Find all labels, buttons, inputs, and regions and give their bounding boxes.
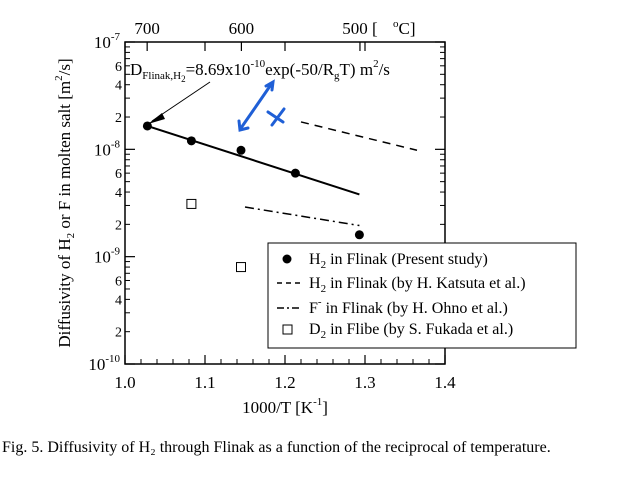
y-minor-label: 6 <box>115 167 122 182</box>
legend-label-present-study: H2 in Flinak (Present study) <box>309 251 488 271</box>
annotation-arrow-head <box>148 113 165 124</box>
figure-caption: Fig. 5. Diffusivity of H₂ through Flinak… <box>2 439 551 456</box>
top-axis-tick-label: 500 [ <box>342 19 378 38</box>
y-minor-label: 2 <box>115 218 122 233</box>
x-axis-title: 1000/T [K-1] <box>242 396 328 417</box>
y-minor-label: 2 <box>115 111 122 126</box>
ohno-line <box>244 206 360 227</box>
top-axis-tick-label: 600 <box>229 19 255 38</box>
katsuta-line <box>300 121 418 152</box>
present-study-point <box>354 230 364 240</box>
y-decade-label: 10-8 <box>94 138 121 159</box>
x-tick-label: 1.3 <box>354 373 375 392</box>
legend-label-fukada: D2 in Flibe (by S. Fukada et al.) <box>309 321 513 341</box>
y-minor-label: 4 <box>115 186 122 201</box>
fukada-point <box>186 198 197 209</box>
y-axis-title: Diffusivity of H2 or F in molten salt [m… <box>53 58 77 347</box>
top-axis-tick-label: 700 <box>134 19 160 38</box>
legend-label-ohno: F- in Flinak (by H. Ohno et al.) <box>309 296 508 317</box>
handwritten-x-mark <box>266 107 286 127</box>
x-tick-label: 1.4 <box>434 373 456 392</box>
x-tick-label: 1.2 <box>274 373 295 392</box>
y-minor-label: 4 <box>115 79 122 94</box>
present-study-point <box>142 121 152 131</box>
y-decade-label: 10-9 <box>94 246 121 267</box>
y-decade-label: 10-7 <box>94 31 121 52</box>
legend-marker-fukada <box>282 324 293 335</box>
y-decade-label: 10-10 <box>88 353 120 374</box>
present-study-point <box>186 136 196 146</box>
y-minor-label: 2 <box>115 326 122 341</box>
legend-label-katsuta: H2 in Flinak (by H. Katsuta et al.) <box>309 275 526 295</box>
legend-box <box>267 242 577 349</box>
y-minor-label: 6 <box>115 60 122 75</box>
present-study-point <box>236 145 246 155</box>
y-minor-label: 4 <box>115 293 122 308</box>
top-axis-unit: oC] <box>393 18 416 38</box>
handwritten-double-arrow <box>237 79 275 132</box>
present-study-point <box>290 168 300 178</box>
fit-line <box>147 125 360 196</box>
legend-marker-present-study <box>282 254 292 264</box>
y-minor-label: 6 <box>115 274 122 289</box>
x-tick-label: 1.1 <box>194 373 215 392</box>
fukada-point <box>236 262 246 273</box>
x-tick-label: 1.0 <box>114 373 135 392</box>
fit-equation-annotation: DFlinak,H2=8.69x10-10exp(-50/RgT) m2/s <box>130 58 390 84</box>
